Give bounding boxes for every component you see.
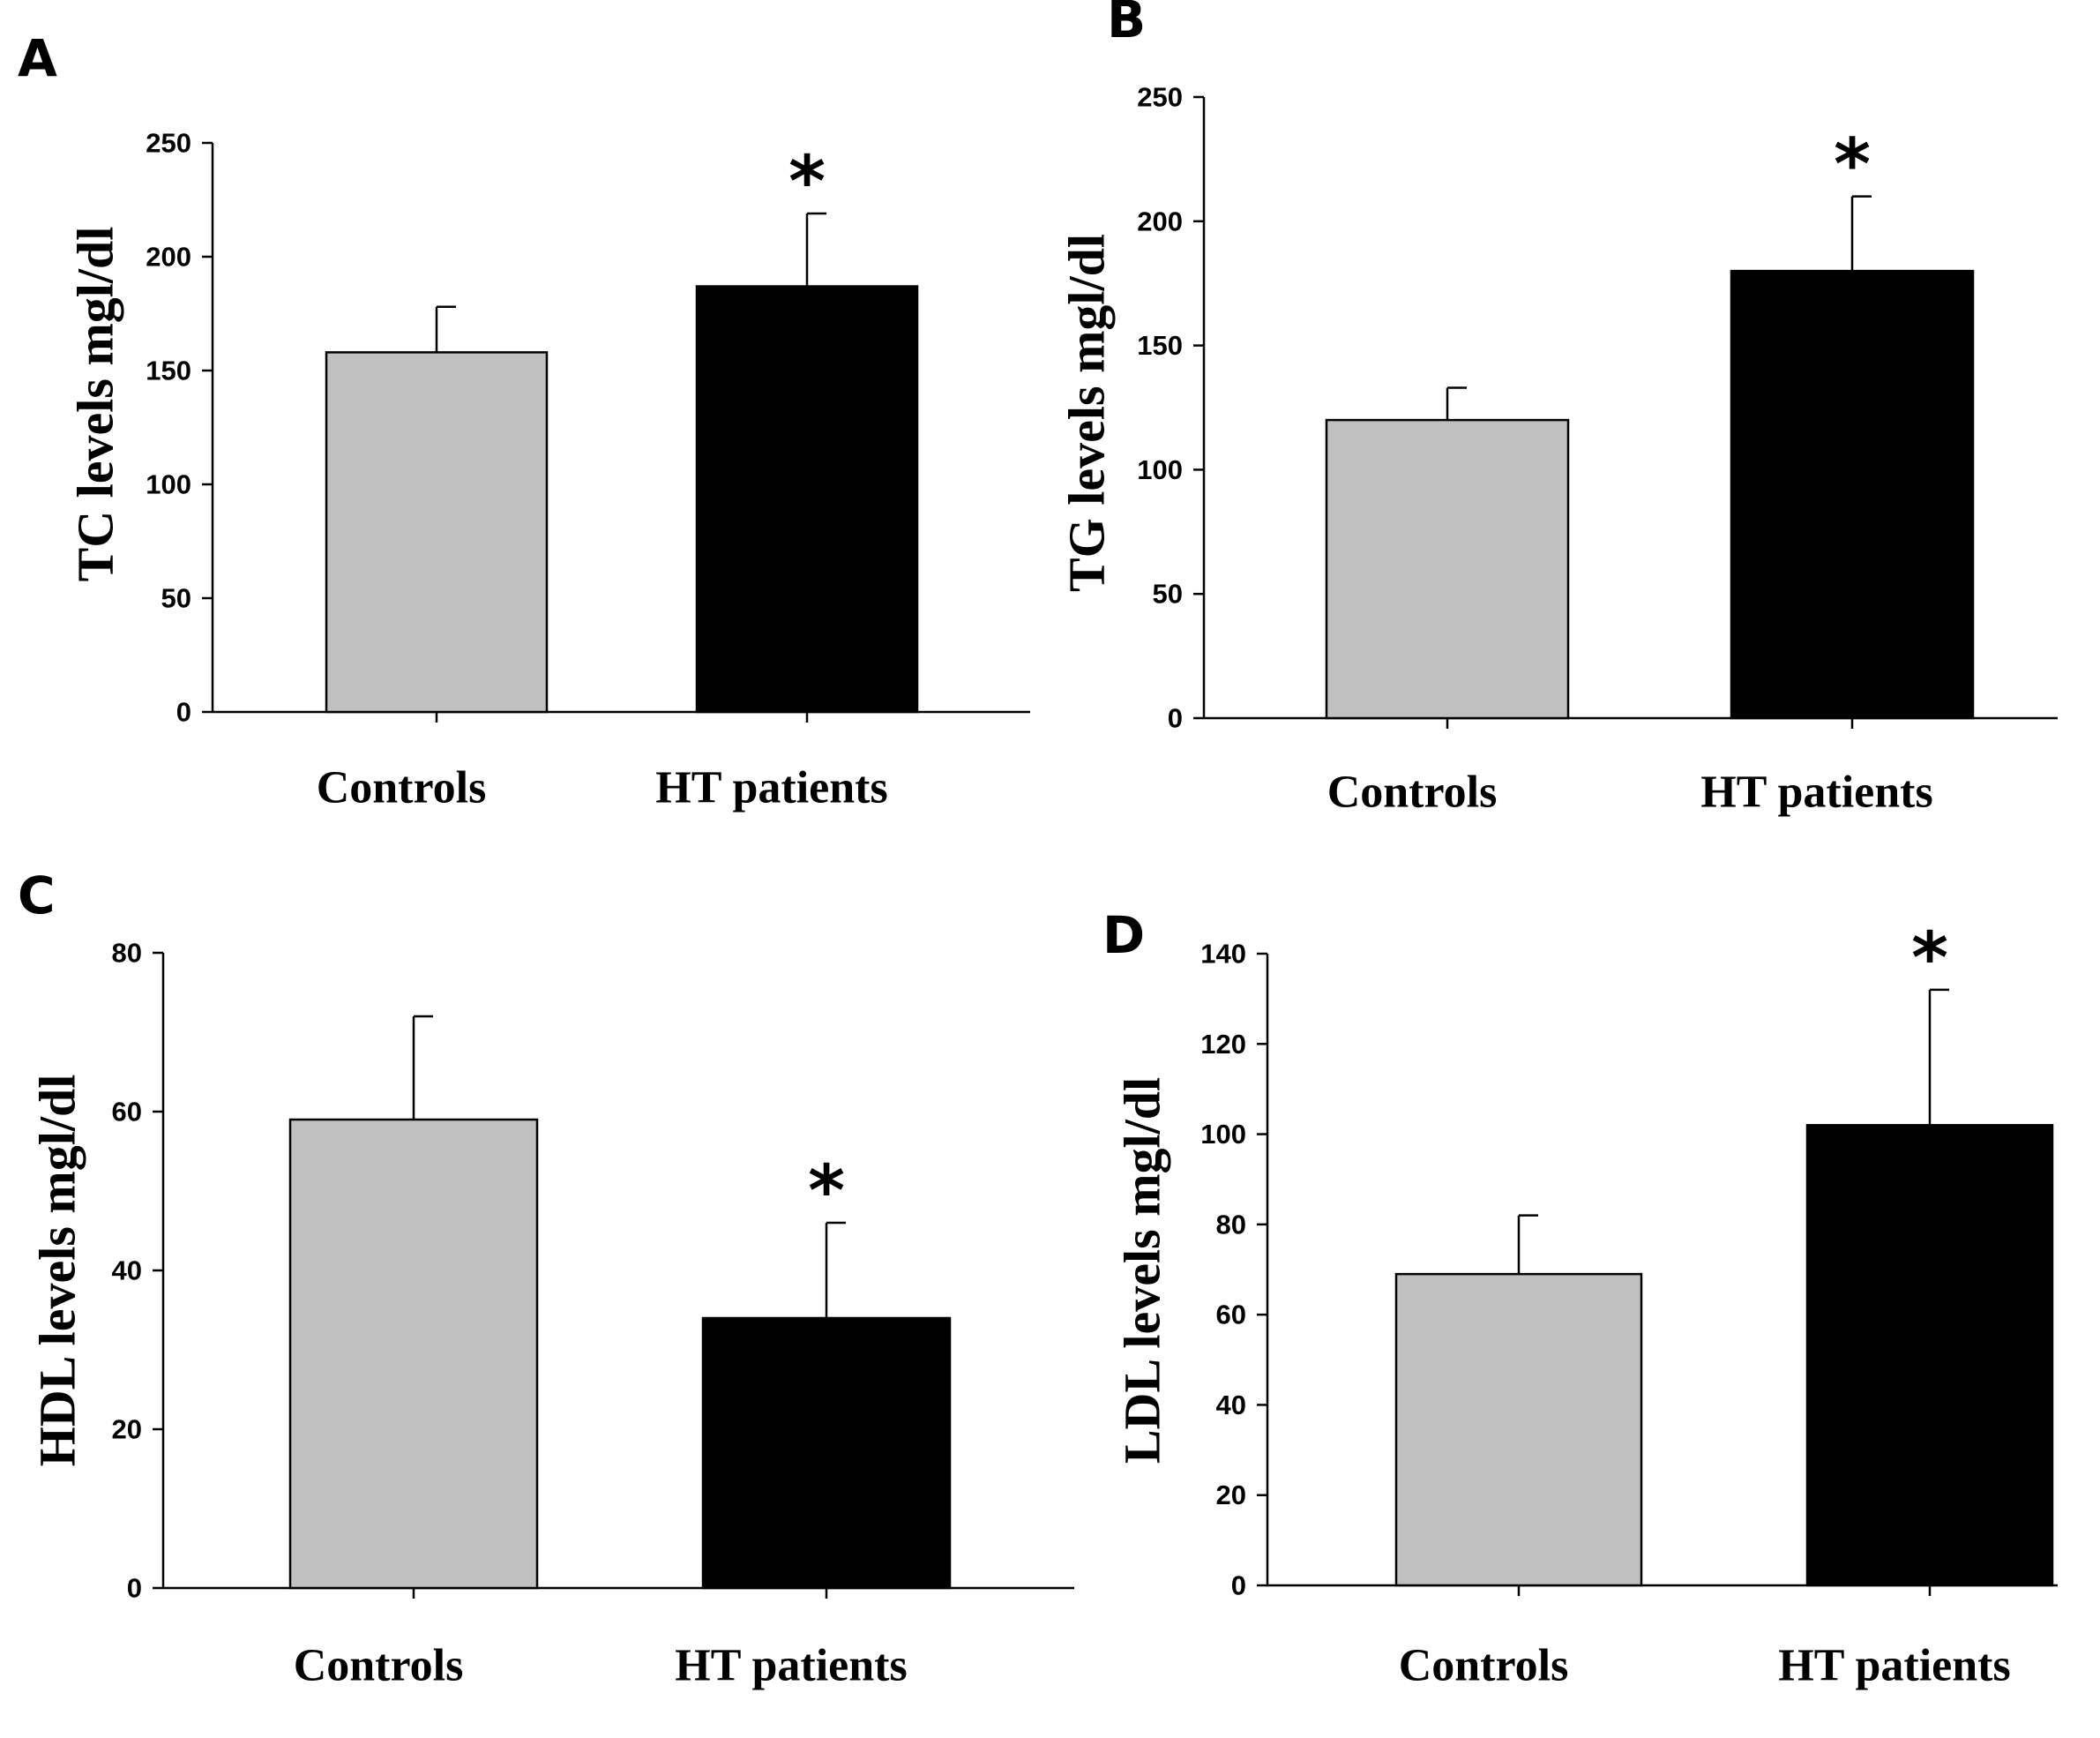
- x-category-label-a-ht-patients: HT patients: [655, 763, 887, 813]
- significance-marker-c-ht-patients: *: [808, 1150, 845, 1232]
- y-tick-label-a-0: 0: [176, 697, 191, 728]
- significance-marker-d-ht-patients: *: [1911, 917, 1948, 999]
- bar-d-ht-patients: [1805, 1124, 2054, 1587]
- x-category-label-c-ht-patients: HT patients: [675, 1641, 907, 1691]
- x-category-label-b-ht-patients: HT patients: [1700, 768, 1932, 818]
- y-tick-label-c-0: 0: [127, 1573, 142, 1604]
- bar-d-controls: [1394, 1272, 1643, 1587]
- bar-a-controls: [325, 351, 549, 714]
- x-category-label-a-controls: Controls: [317, 763, 487, 813]
- y-tick-label-b-50: 50: [1153, 579, 1183, 610]
- y-tick-label-a-150: 150: [146, 356, 191, 386]
- x-category-label-b-controls: Controls: [1327, 768, 1498, 818]
- y-axis-title-c: HDL levels mgl/dl: [29, 1075, 86, 1467]
- y-tick-label-a-200: 200: [146, 242, 191, 273]
- y-tick-label-d-20: 20: [1216, 1480, 1246, 1510]
- y-tick-label-d-60: 60: [1216, 1300, 1246, 1330]
- y-tick-label-b-150: 150: [1137, 330, 1183, 361]
- y-tick-label-b-200: 200: [1137, 206, 1183, 236]
- y-tick-label-c-40: 40: [112, 1255, 142, 1286]
- panel-b: B 0 50 100 150 200 250 TG levels mgl/dl Controls…: [1058, 0, 2058, 818]
- x-category-label-d-controls: Controls: [1399, 1641, 1569, 1691]
- y-tick-label-d-140: 140: [1200, 939, 1246, 970]
- y-axis-title-a: TC levels mgl/dl: [67, 227, 124, 582]
- bar-b-ht-patients: [1730, 269, 1975, 720]
- y-tick-label-d-80: 80: [1216, 1209, 1246, 1240]
- y-tick-label-c-60: 60: [112, 1097, 142, 1127]
- y-tick-label-d-0: 0: [1231, 1570, 1246, 1601]
- y-tick-label-c-20: 20: [112, 1414, 142, 1445]
- panel-letter-c: C: [18, 865, 56, 925]
- significance-marker-a-ht-patients: *: [788, 140, 826, 222]
- bar-c-ht-patients: [701, 1316, 952, 1590]
- y-tick-label-d-120: 120: [1200, 1029, 1246, 1060]
- panel-letter-d: D: [1102, 905, 1145, 965]
- panel-letter-a: A: [18, 28, 57, 88]
- y-tick-label-a-250: 250: [146, 128, 191, 159]
- panel-letter-b: B: [1107, 0, 1146, 49]
- y-tick-label-c-80: 80: [112, 938, 142, 969]
- y-tick-label-b-250: 250: [1137, 82, 1183, 113]
- bar-b-controls: [1325, 418, 1570, 720]
- y-axis-title-b: TG levels mgl/dl: [1058, 234, 1116, 592]
- y-axis-title-d: LDL levels mgl/dl: [1114, 1077, 1171, 1464]
- y-tick-label-d-40: 40: [1216, 1390, 1246, 1420]
- x-category-label-d-ht-patients: HT patients: [1778, 1641, 2010, 1691]
- y-tick-label-d-100: 100: [1200, 1119, 1246, 1150]
- panel-d: D 0 20 40 60 80 100 120 140 LDL levels mgl/dl Cont…: [1102, 905, 2058, 1691]
- panel-a: A 0 50 100 150 200 250 TC levels mgl/dl Controls…: [18, 28, 1030, 813]
- x-category-label-c-controls: Controls: [294, 1641, 464, 1691]
- y-tick-label-a-50: 50: [161, 583, 191, 614]
- y-tick-label-b-0: 0: [1168, 703, 1183, 734]
- y-tick-label-a-100: 100: [146, 469, 191, 500]
- bar-c-controls: [288, 1118, 539, 1590]
- y-tick-label-b-100: 100: [1137, 454, 1183, 485]
- bar-a-ht-patients: [695, 285, 919, 714]
- significance-marker-b-ht-patients: *: [1834, 124, 1871, 206]
- panel-c: C 0 20 40 60 80 HDL levels mgl/dl Controls HT pa…: [18, 865, 1074, 1691]
